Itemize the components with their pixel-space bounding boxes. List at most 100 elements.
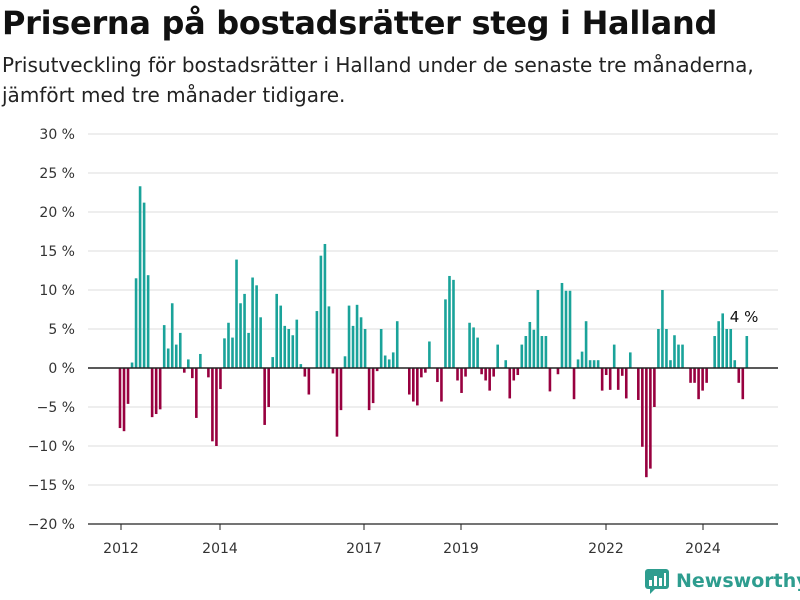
bar: [379, 329, 383, 368]
bar: [649, 368, 652, 469]
bar: [436, 368, 439, 383]
bar: [480, 368, 483, 375]
bar: [271, 357, 274, 368]
bar: [343, 356, 347, 368]
bar: [174, 344, 178, 368]
bar: [592, 360, 596, 368]
bar: [476, 337, 479, 368]
y-tick-label: 25 %: [39, 166, 75, 182]
bar: [604, 368, 608, 376]
bar: [745, 336, 749, 368]
bar: [713, 336, 716, 368]
bar: [653, 368, 656, 407]
bar: [138, 186, 142, 368]
bar: [395, 321, 399, 368]
chart-title: Priserna på bostadsrätter steg i Halland: [2, 4, 718, 42]
bar: [428, 341, 431, 368]
bar: [162, 325, 166, 368]
x-tick-label: 2019: [443, 541, 479, 557]
bar: [295, 319, 299, 368]
bar: [532, 329, 536, 368]
bar: [448, 275, 451, 368]
bar: [243, 293, 246, 368]
bar: [331, 368, 335, 374]
bar: [195, 368, 198, 418]
x-tick-label: 2014: [202, 541, 238, 557]
bar: [460, 368, 463, 393]
bar: [464, 368, 467, 377]
bar: [444, 299, 447, 368]
bar: [150, 368, 154, 418]
bar: [600, 368, 604, 391]
axes: [88, 367, 778, 525]
bar: [279, 305, 283, 368]
bar: [251, 277, 254, 368]
bar: [371, 368, 375, 404]
bar: [351, 325, 355, 368]
bar: [375, 368, 379, 372]
bar: [211, 368, 214, 442]
y-tick-label: 10 %: [39, 283, 75, 299]
bar: [673, 335, 676, 368]
bar: [363, 329, 367, 368]
bar: [645, 368, 648, 478]
bar: [596, 360, 600, 368]
bar: [166, 348, 170, 368]
y-tick-label: −15 %: [28, 478, 75, 494]
bar: [134, 278, 138, 368]
bar: [701, 368, 704, 391]
bar: [536, 290, 540, 368]
bar: [637, 368, 640, 400]
bar: [191, 368, 194, 379]
bar: [383, 355, 387, 368]
bar: [307, 368, 311, 395]
bar: [697, 368, 700, 400]
bar: [548, 368, 552, 392]
bar: [440, 368, 443, 402]
y-tick-label: 15 %: [39, 244, 75, 260]
bar: [231, 337, 234, 368]
bar: [669, 360, 672, 368]
bar: [287, 329, 291, 368]
y-tick-label: 5 %: [48, 322, 75, 338]
annotation-label: 4 %: [730, 308, 759, 326]
newsworthy-logo-icon: [645, 569, 669, 594]
bar: [624, 368, 628, 399]
bar: [122, 368, 126, 432]
bar: [452, 279, 455, 368]
bar: [524, 336, 528, 368]
bar: [508, 368, 512, 399]
y-tick-label: 0 %: [48, 361, 75, 377]
brand-logo: Newsworthy: [644, 568, 800, 594]
bar: [303, 368, 307, 377]
bar: [416, 368, 419, 406]
bar: [283, 325, 287, 368]
bar: [299, 364, 303, 368]
bar: [544, 336, 548, 368]
bar: [235, 259, 238, 368]
bar: [572, 368, 576, 400]
y-tick-label: −10 %: [28, 439, 75, 455]
y-axis-labels: 30 % 25 % 20 % 15 % 10 % 5 % 0 % −5 % −10 % −15 %…: [28, 127, 75, 533]
bar: [504, 360, 508, 368]
bar: [391, 352, 395, 368]
bar: [424, 368, 427, 373]
y-tick-label: 30 %: [39, 127, 75, 143]
grid-lines: [88, 133, 778, 525]
bar: [737, 368, 741, 383]
y-tick-label: 20 %: [39, 205, 75, 221]
bar: [741, 368, 745, 400]
bar: [705, 368, 708, 383]
bars: [118, 186, 749, 478]
bar: [223, 338, 226, 368]
bar: [468, 322, 471, 368]
bar: [130, 362, 134, 368]
chart-subtitle: Prisutveckling för bostadsrätter i Halla…: [2, 53, 754, 107]
bar: [628, 352, 632, 368]
bar: [689, 368, 692, 383]
bar: [118, 368, 122, 429]
bar: [608, 368, 612, 390]
bar: [142, 202, 146, 368]
bar: [146, 275, 150, 368]
bar: [239, 303, 242, 368]
